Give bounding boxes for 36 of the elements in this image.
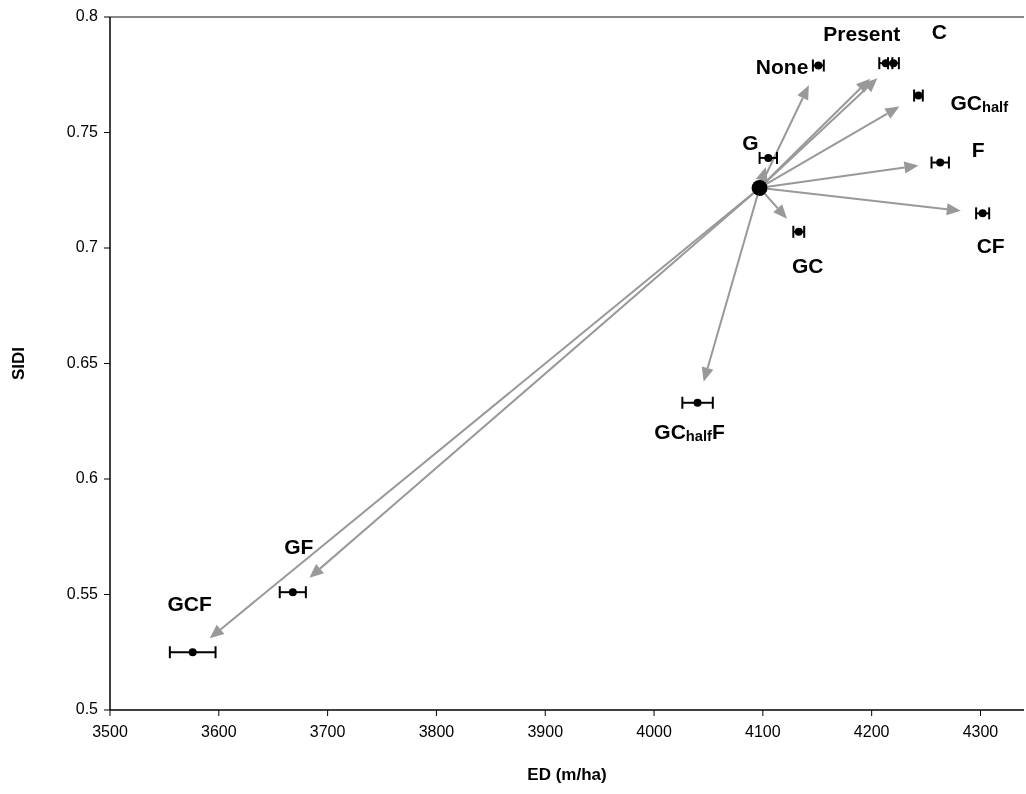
- x-tick-label: 4300: [962, 723, 999, 740]
- annotation: GF: [284, 534, 314, 558]
- x-axis-title: ED (m/ha): [527, 765, 607, 784]
- y-tick-label: 0.8: [75, 7, 99, 25]
- annotation: C: [931, 19, 948, 43]
- point: [978, 209, 987, 218]
- x-tick-label: 3500: [92, 723, 128, 740]
- point: [764, 153, 773, 162]
- x-tick-label: 4100: [745, 723, 781, 740]
- x-tick-label: 3800: [418, 723, 455, 740]
- x-tick-label: 4200: [853, 723, 890, 740]
- y-tick-label: 0.75: [66, 122, 99, 140]
- y-tick-label: 0.65: [66, 353, 99, 371]
- x-tick-label: 4000: [636, 723, 672, 740]
- annotation: F: [971, 137, 985, 161]
- annotation: GC: [792, 253, 824, 277]
- annotation: Present: [823, 21, 901, 45]
- x-tick-label: 3600: [201, 723, 237, 740]
- annotation: CF: [976, 233, 1005, 257]
- y-axis-title: SIDI: [9, 346, 28, 381]
- point: [288, 588, 297, 597]
- annotation: G: [742, 130, 759, 154]
- annotation: None: [755, 54, 809, 78]
- x-tick-label: 3700: [309, 723, 346, 740]
- y-tick-label: 0.5: [75, 700, 99, 718]
- point: [693, 398, 702, 407]
- point: [188, 648, 197, 657]
- annotation: GCF: [167, 591, 213, 615]
- point: [751, 179, 768, 196]
- x-tick-label: 3900: [527, 723, 564, 740]
- annotation: GC$_{half}$F: [654, 419, 725, 444]
- point: [936, 158, 945, 167]
- y-tick-label: 0.7: [75, 238, 99, 256]
- y-tick-label: 0.6: [75, 469, 99, 487]
- y-tick-label: 0.55: [66, 584, 99, 602]
- annotation: GC$_{half}$: [950, 90, 1009, 115]
